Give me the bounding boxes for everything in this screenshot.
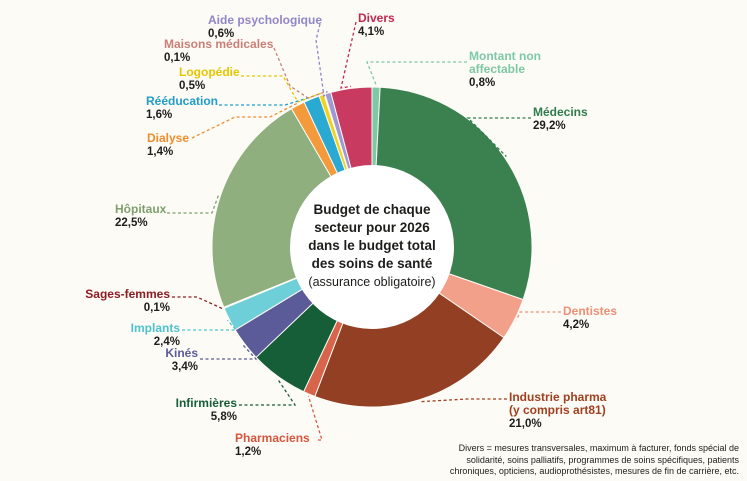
label-maisons-medicales: Maisons médicales 0,1% — [164, 37, 274, 64]
center-title-line: des soins de santé — [312, 256, 433, 271]
center-title: Budget de chaque secteur pour 2026 dans le… — [308, 202, 436, 289]
center-title-line: secteur pour 2026 — [314, 220, 430, 235]
leader-maisons-medicales — [273, 47, 325, 99]
label-divers: Divers 4,1% — [358, 11, 395, 38]
label-medecins: Médecins 29,2% — [533, 105, 588, 132]
label-reeducation: Rééducation 1,6% — [146, 94, 218, 121]
label-dentistes: Dentistes 4,2% — [563, 304, 617, 331]
label-pharmaciens: Pharmaciens 1,2% — [235, 431, 310, 458]
leader-divers — [340, 21, 357, 89]
leader-dentistes — [515, 311, 561, 321]
leader-aide-psychologique — [315, 23, 328, 98]
leaders-group — [167, 21, 561, 441]
leader-industrie-pharma-y-compris-art81 — [420, 398, 507, 403]
label-sages-femmes: Sages-femmes 0,1% — [85, 287, 170, 314]
label-montant-non-affectable: Montant non affectable 0,8% — [469, 49, 541, 89]
label-infirmieres: Infirmières 5,8% — [176, 396, 238, 423]
leader-kines — [200, 344, 258, 360]
center-title-line: Budget de chaque — [313, 202, 431, 217]
center-title-line: dans le budget total — [308, 238, 436, 253]
leader-hopitaux — [167, 194, 220, 214]
leader-sages-femmes — [172, 296, 223, 310]
leader-medecins — [466, 117, 531, 158]
leader-dialyse — [191, 102, 298, 139]
leader-logopedie — [241, 75, 322, 103]
footnote: Divers = mesures transversales, maximum … — [449, 443, 739, 476]
leader-infirmieres — [239, 377, 297, 406]
label-dialyse: Dialyse 1,4% — [147, 131, 189, 158]
label-hopitaux: Hôpitaux 22,5% — [115, 202, 167, 229]
labels-group: Montant non affectable 0,8% Médecins 29,2% De… — [85, 11, 617, 458]
label-industrie-pharma-y-compris-art81: Industrie pharma (y compris art81) 21,0% — [509, 390, 607, 430]
leader-montant-non-affectable — [366, 61, 467, 86]
leader-pharmaciens — [307, 395, 323, 441]
center-hole — [290, 165, 454, 329]
leader-reeducation — [219, 96, 311, 106]
label-kines: Kinés 3,4% — [165, 346, 198, 373]
label-aide-psychologique: Aide psychologique 0,6% — [208, 13, 322, 40]
center-subtitle: (assurance obligatoire) — [308, 275, 435, 289]
leader-implants — [182, 319, 238, 331]
label-implants: Implants 2,4% — [131, 321, 181, 348]
label-logopedie: Logopédie 0,5% — [179, 65, 240, 92]
